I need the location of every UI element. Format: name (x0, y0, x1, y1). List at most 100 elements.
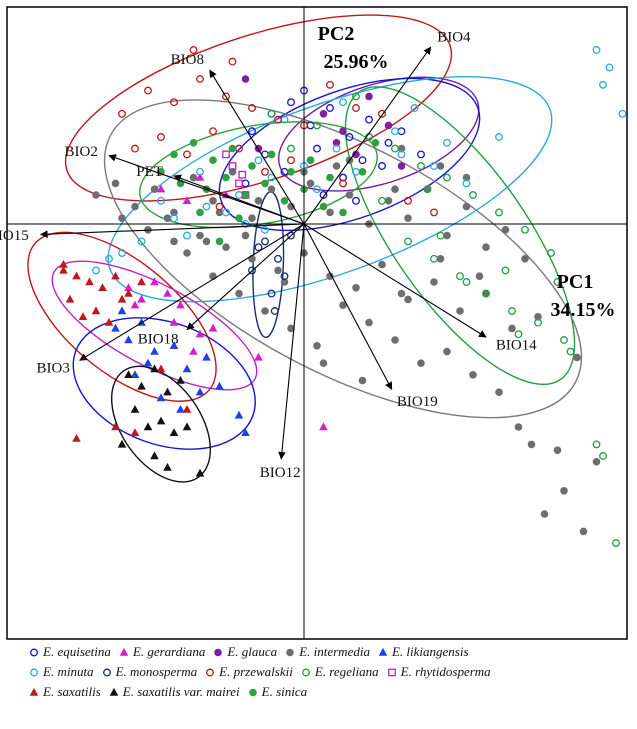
point-e-saxatilis-var-mairei (117, 439, 127, 448)
point-e-saxatilis-var-mairei (156, 416, 166, 425)
legend-label: E. rhytidosperma (400, 664, 491, 679)
point-e-intermedia (462, 202, 471, 211)
legend-item-e-saxatilis-var-mairei: E. saxatilis var. mairei (108, 684, 240, 700)
point-e-likiangensis (143, 358, 153, 367)
point-e-monosperma (280, 272, 289, 281)
point-e-przewalskii (274, 115, 282, 124)
point-e-intermedia (202, 237, 211, 246)
point-e-saxatilis-var-mairei (124, 370, 133, 378)
point-e-glauca (352, 150, 360, 159)
legend-item-e-intermedia: E. intermedia (284, 644, 370, 660)
point-e-intermedia (111, 179, 120, 188)
point-e-gerardiana (195, 329, 205, 338)
point-e-intermedia (241, 231, 250, 240)
point-e-przewalskii (352, 104, 360, 112)
point-e-intermedia (384, 197, 393, 205)
confidence-ellipses (27, 14, 583, 483)
point-e-przewalskii (222, 92, 230, 101)
vector-label-bio12: BIO12 (260, 465, 301, 481)
point-e-sinica (267, 150, 276, 159)
point-e-monosperma (261, 237, 269, 246)
point-e-regeliana (436, 231, 445, 240)
point-e-likiangensis (202, 352, 211, 361)
point-e-regeliana (430, 254, 438, 263)
point-e-monosperma (270, 307, 279, 315)
point-e-intermedia (404, 295, 412, 304)
legend-swatch (378, 647, 388, 656)
point-e-saxatilis (85, 277, 94, 286)
point-e-gerardiana (254, 352, 263, 361)
y-axis-percent: 25.96% (324, 51, 389, 73)
legend-marker-icon (102, 668, 111, 677)
legend-label: E. sinica (261, 684, 308, 699)
point-e-przewalskii (326, 80, 334, 89)
point-e-equisetina (287, 98, 295, 107)
point-e-regeliana (482, 289, 490, 298)
point-e-glauca (365, 92, 373, 101)
vector-bio12 (278, 223, 305, 460)
series-e-intermedia (92, 144, 601, 536)
point-e-przewalskii (144, 86, 152, 95)
point-e-equisetina (365, 115, 373, 124)
vector-label-bio14: BIO14 (496, 337, 537, 353)
point-e-intermedia (579, 527, 588, 536)
point-e-saxatilis (98, 283, 107, 291)
point-e-intermedia (553, 446, 562, 455)
point-e-regeliana (495, 208, 503, 217)
point-e-minuta (196, 167, 204, 176)
point-e-sinica (235, 214, 243, 222)
point-e-likiangensis (215, 381, 224, 390)
point-e-intermedia (326, 208, 334, 217)
point-e-regeliana (514, 330, 523, 339)
point-e-przewalskii (118, 109, 126, 118)
point-e-przewalskii (209, 127, 217, 136)
point-e-intermedia (280, 278, 289, 286)
point-e-equisetina (358, 156, 367, 165)
point-e-minuta (105, 254, 113, 263)
legend-marker-icon (214, 648, 223, 657)
point-e-intermedia (92, 191, 100, 199)
point-e-regeliana (391, 144, 399, 153)
legend-swatch (248, 688, 257, 697)
ellipse-e-gerardiana (51, 260, 258, 391)
point-e-equisetina (417, 150, 425, 159)
point-e-intermedia (391, 185, 399, 193)
legend-item-e-likiangensis: E. likiangensis (377, 644, 469, 660)
point-e-intermedia (332, 162, 341, 170)
point-e-saxatilis-var-mairei (130, 405, 140, 413)
point-e-intermedia (339, 301, 347, 310)
point-e-intermedia (469, 371, 477, 379)
point-e-regeliana (417, 162, 425, 170)
series-e-minuta (92, 46, 627, 275)
point-e-przewalskii (235, 144, 243, 153)
point-e-intermedia (417, 359, 425, 368)
point-e-saxatilis (72, 434, 81, 442)
ellipse-e-glauca (277, 76, 480, 192)
legend-swatch (387, 668, 396, 677)
point-e-saxatilis (78, 312, 88, 320)
legend-item-e-przewalskii: E. przewalskii (204, 664, 293, 680)
point-e-przewalskii (183, 150, 191, 159)
point-e-saxatilis (111, 422, 120, 431)
point-e-intermedia (189, 173, 198, 182)
point-e-saxatilis-var-mairei (143, 422, 153, 431)
point-e-intermedia (540, 510, 549, 518)
point-e-saxatilis (156, 364, 166, 373)
point-e-intermedia (527, 440, 536, 449)
point-e-rhytidosperma (235, 179, 243, 188)
legend-item-e-sinica: E. sinica (247, 684, 308, 700)
legend-swatch (214, 648, 223, 657)
point-e-saxatilis-var-mairei (150, 364, 159, 373)
vector-bio8 (209, 69, 305, 225)
legend-marker-icon (387, 668, 396, 677)
point-e-sinica (319, 202, 328, 211)
vector-bio18 (186, 223, 305, 331)
point-e-equisetina (280, 167, 289, 176)
point-e-saxatilis-var-mairei (176, 376, 185, 384)
point-e-regeliana (599, 452, 607, 460)
point-e-saxatilis-var-mairei (169, 428, 179, 436)
vector-label-bio15: BIO15 (0, 228, 29, 244)
point-e-equisetina (378, 162, 386, 170)
legend-swatch (119, 647, 129, 656)
point-e-gerardiana (189, 347, 198, 355)
